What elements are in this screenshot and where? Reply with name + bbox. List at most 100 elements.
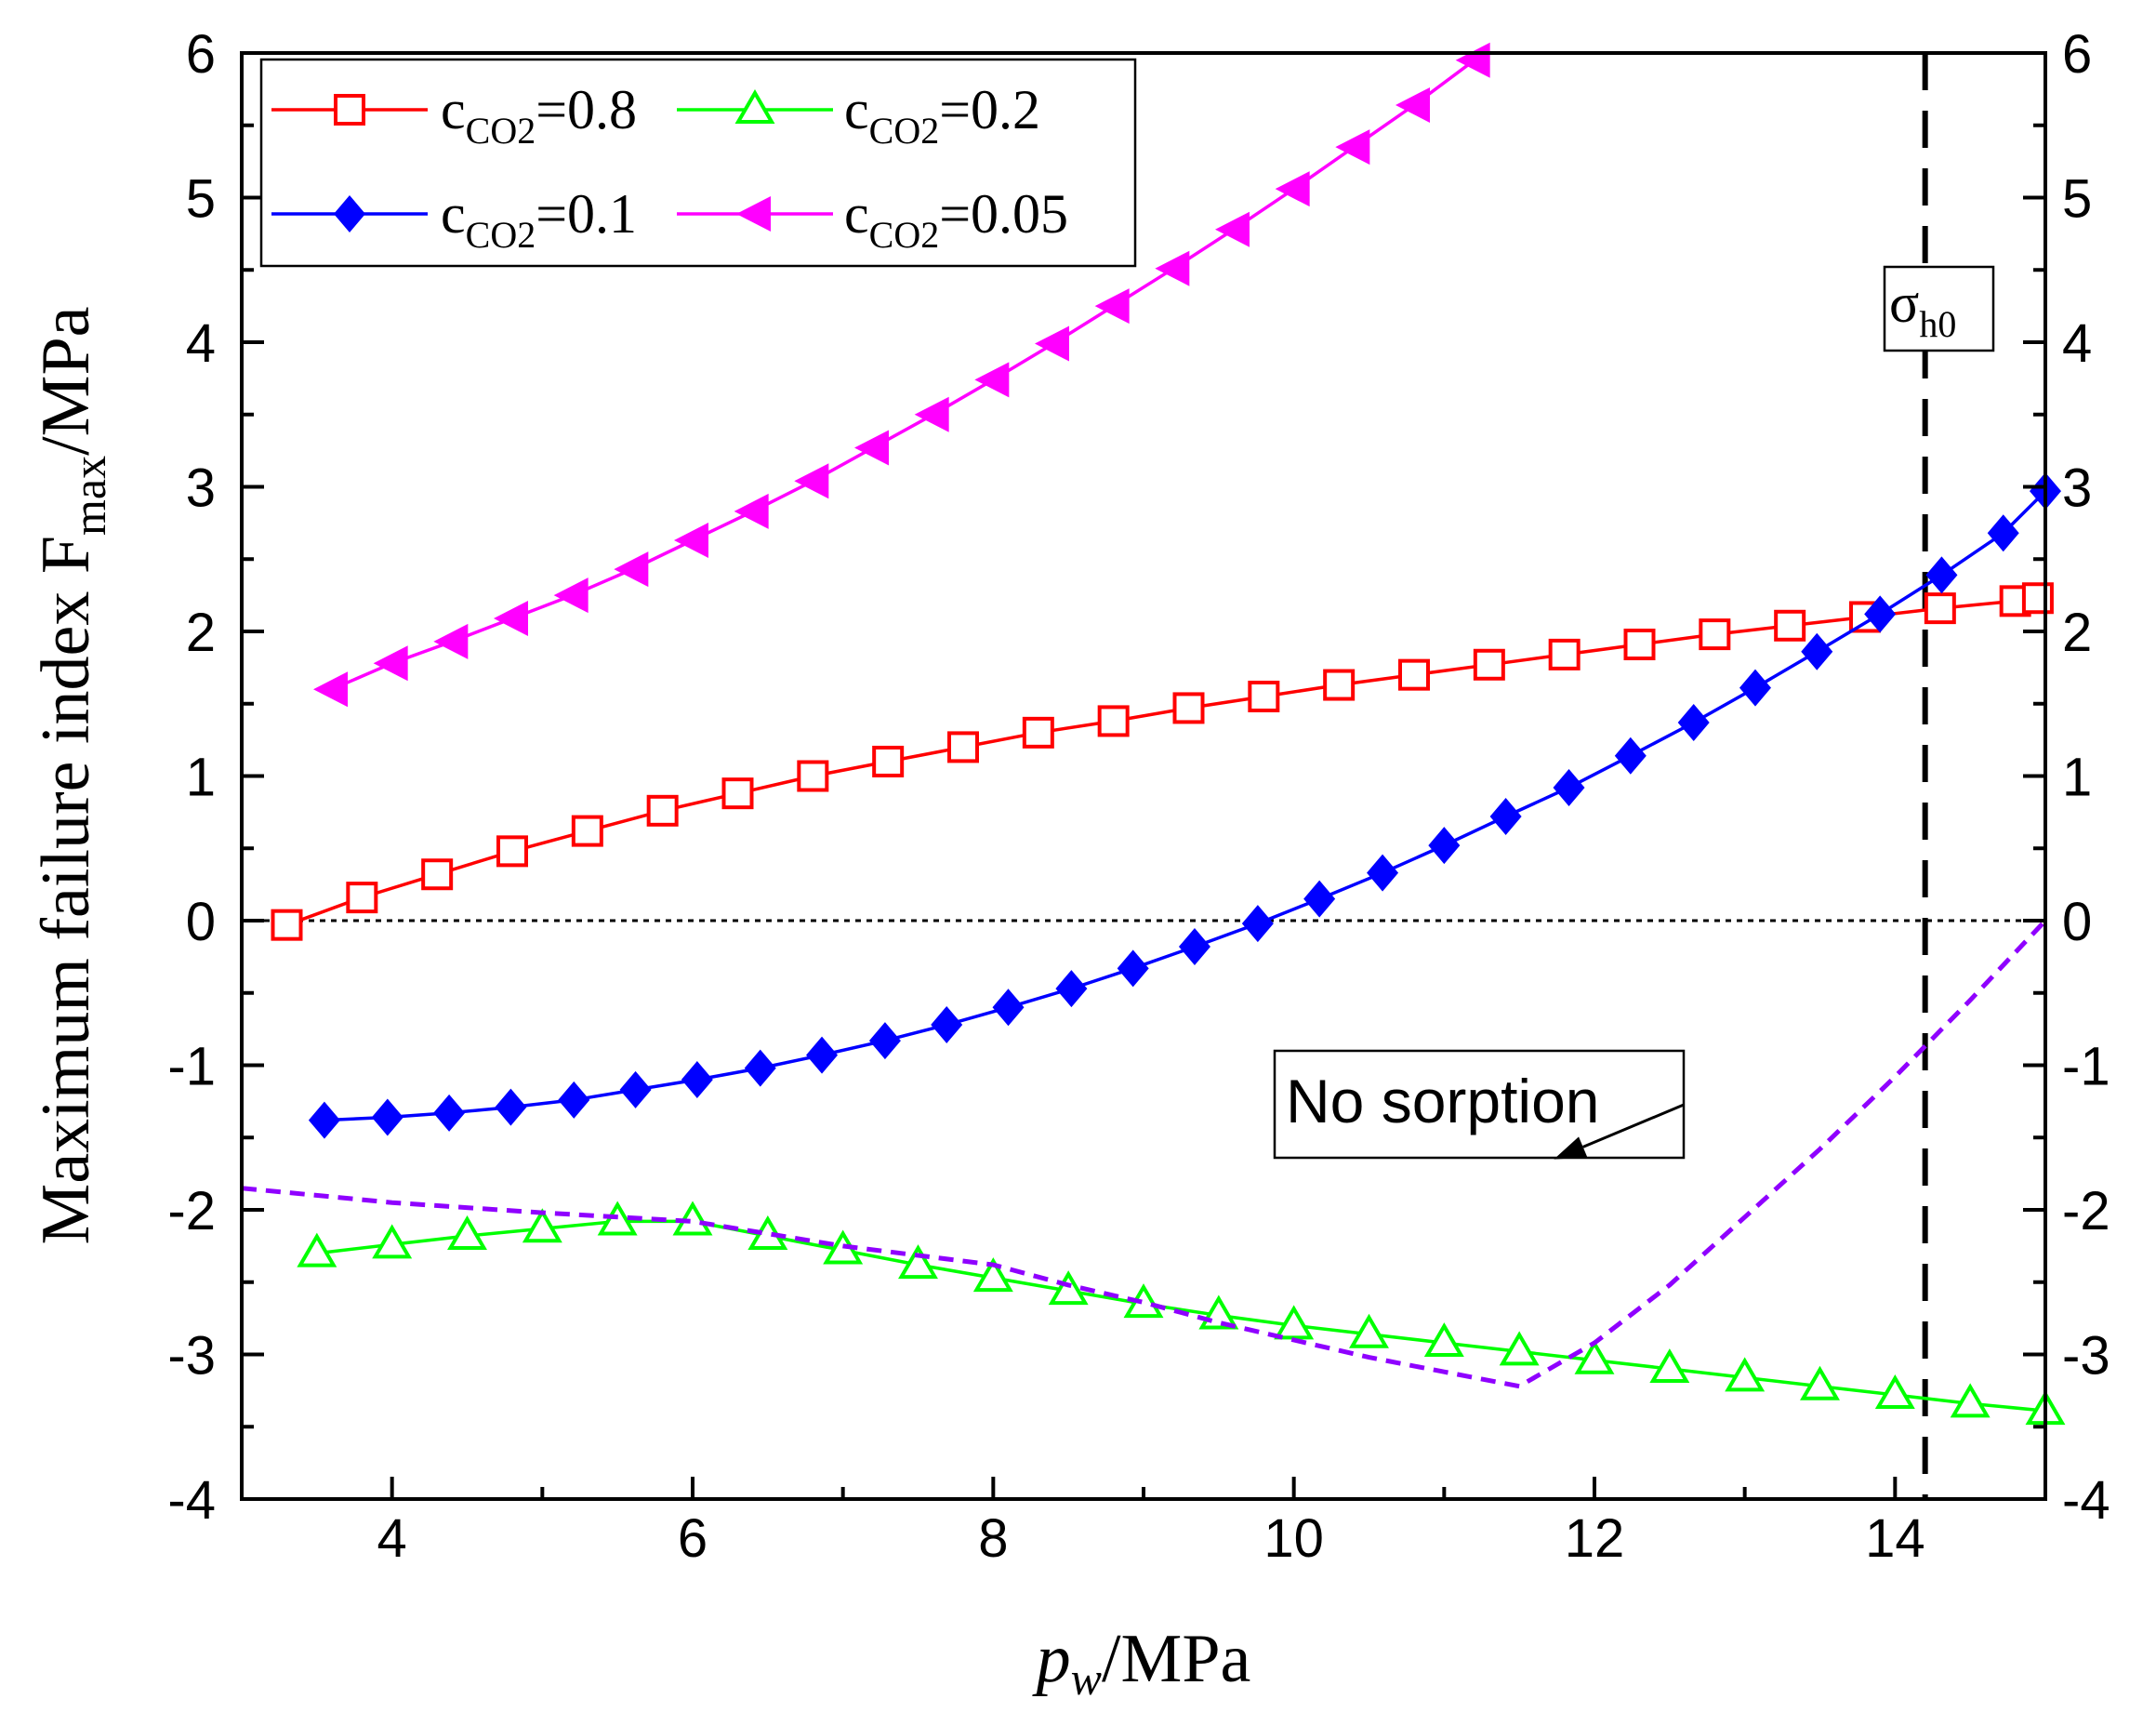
data-point <box>1739 669 1771 707</box>
data-point <box>433 1094 466 1132</box>
data-point <box>1349 1313 1389 1348</box>
data-point <box>1874 1374 1915 1410</box>
series-line <box>316 1219 2045 1413</box>
data-point <box>972 1257 1013 1293</box>
data-point <box>674 523 708 559</box>
data-point <box>974 362 1010 398</box>
legend-label-0.8: cCO2=0.8 <box>441 79 637 152</box>
y-tick-label-right: 0 <box>2062 892 2092 952</box>
y-tick-label-right: -1 <box>2062 1037 2110 1097</box>
data-point <box>495 1088 527 1126</box>
legend-marker <box>334 94 365 126</box>
data-point <box>868 1022 901 1060</box>
y-tick-label-right: -3 <box>2062 1326 2110 1387</box>
data-point <box>1423 1322 1464 1358</box>
y-axis-title: Maximum failure index Fmax/MPa <box>28 307 115 1245</box>
legend-label-0.05: cCO2=0.05 <box>844 183 1068 256</box>
data-point <box>1428 827 1461 865</box>
sigma-subscript: h0 <box>1919 303 1956 345</box>
data-point <box>1395 86 1430 123</box>
data-point <box>372 1224 413 1259</box>
data-point <box>1215 211 1250 247</box>
data-point <box>496 835 528 868</box>
data-point <box>433 623 469 659</box>
legend-sample-0 <box>271 94 428 126</box>
data-point <box>1398 658 1430 691</box>
data-point <box>1455 42 1490 78</box>
data-point <box>854 430 889 466</box>
legend-sample-1 <box>677 89 833 124</box>
data-point <box>297 1232 337 1267</box>
data-point <box>1275 171 1310 207</box>
y-tick-label-right: -4 <box>2062 1470 2110 1531</box>
data-point <box>1864 595 1897 633</box>
series-layer <box>242 42 2066 1426</box>
x-axis-title: pw/MPa <box>1032 1621 1251 1705</box>
data-point <box>1022 716 1054 749</box>
data-point <box>1473 648 1505 681</box>
legend-sample-3 <box>677 196 833 232</box>
y-tick-label-right: -2 <box>2062 1181 2110 1241</box>
y-tick-label-left: 3 <box>186 458 216 519</box>
data-point <box>992 989 1025 1027</box>
data-point <box>1035 325 1069 362</box>
data-point <box>1553 768 1585 806</box>
series-c-co2-0-1 <box>308 472 2061 1139</box>
data-point <box>721 777 754 810</box>
annotation-arrow-head <box>1554 1136 1588 1160</box>
data-point <box>553 577 589 614</box>
x-tick-label: 12 <box>1565 1508 1625 1569</box>
data-point <box>1725 1357 1766 1392</box>
x-tick-label: 10 <box>1263 1508 1324 1569</box>
data-point <box>1924 592 1956 625</box>
data-point <box>872 745 905 777</box>
series-line <box>285 596 2039 927</box>
data-point <box>681 1061 713 1099</box>
y-tick-label-left: -4 <box>167 1470 216 1531</box>
data-point <box>914 396 949 432</box>
data-point <box>1367 854 1399 892</box>
tick-layer <box>240 51 2047 1501</box>
legend: cCO2=0.8 cCO2=0.2 cCO2=0.1 cCO2=0.05 <box>259 58 1137 268</box>
legend-box <box>259 58 1137 268</box>
data-point <box>447 1215 487 1250</box>
data-point <box>794 463 829 499</box>
data-point <box>571 815 603 847</box>
annotation-arrow-line <box>1582 1103 1685 1148</box>
data-point <box>271 909 303 941</box>
y-tick-label-left: 5 <box>186 169 216 230</box>
sigma-symbol: σ <box>1889 272 1919 334</box>
data-point <box>371 1098 403 1136</box>
data-point <box>1172 692 1205 724</box>
y-tick-label-right: 6 <box>2062 24 2092 85</box>
data-point <box>1800 1365 1840 1400</box>
x-tick-label: 14 <box>1865 1508 1925 1569</box>
legend-marker <box>736 196 771 232</box>
data-point <box>308 1101 340 1139</box>
y-tick-label-left: -3 <box>167 1326 216 1387</box>
series-c-co2-0-05 <box>313 42 1490 708</box>
data-point <box>1248 680 1280 712</box>
data-point <box>558 1081 590 1119</box>
legend-sample-2 <box>271 195 428 232</box>
data-point <box>1335 129 1370 166</box>
data-point <box>1155 250 1190 286</box>
data-point <box>1055 970 1088 1008</box>
data-point <box>1241 905 1274 943</box>
annotation-text: No sorption <box>1286 1067 1600 1135</box>
data-point <box>1323 669 1356 701</box>
y-tick-label-left: 1 <box>186 748 216 808</box>
data-point <box>619 1070 652 1108</box>
data-point <box>1303 880 1336 918</box>
data-point <box>421 858 454 891</box>
data-point <box>1614 737 1647 775</box>
data-point <box>1094 288 1130 325</box>
data-point <box>797 760 829 792</box>
data-point <box>744 1049 776 1087</box>
x-tick-label: 4 <box>377 1508 407 1569</box>
data-point <box>1925 556 1958 594</box>
data-point <box>1801 632 1833 670</box>
data-point <box>1178 927 1210 965</box>
